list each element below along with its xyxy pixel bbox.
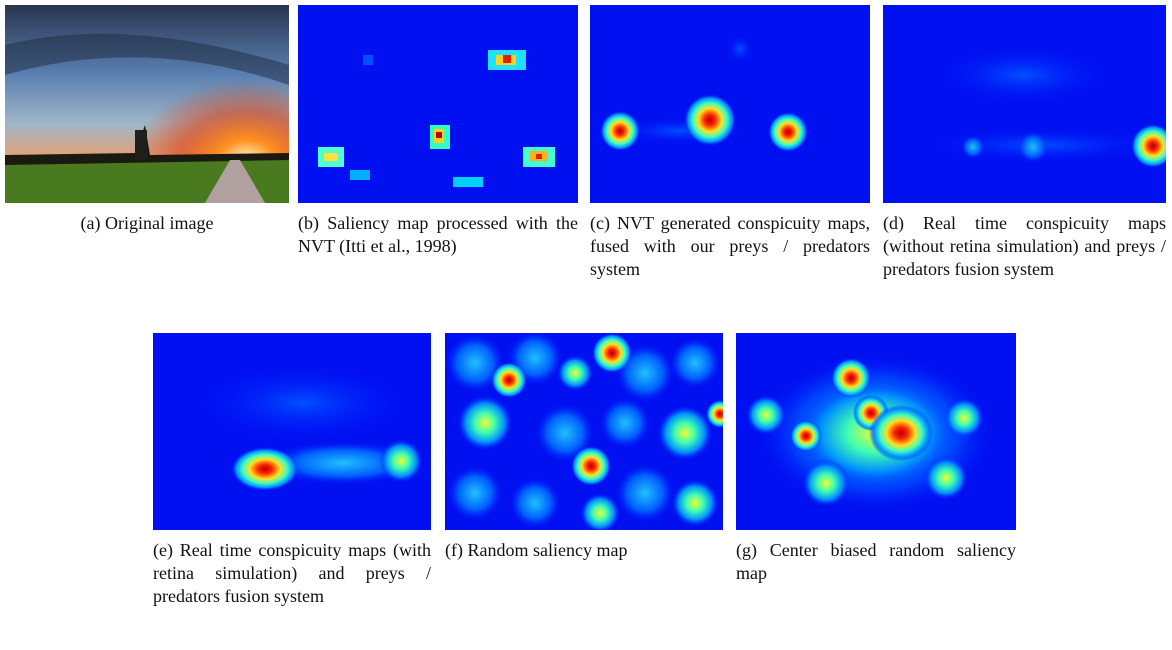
caption: (f) Random saliency map xyxy=(445,539,723,562)
original-image xyxy=(5,5,289,203)
caption: (g) Center biased random saliency map xyxy=(736,539,1016,585)
caption-text: Saliency map processed with the NVT (Itt… xyxy=(298,213,579,256)
panel-e: (e) Real time conspicuity maps (with ret… xyxy=(153,333,431,608)
panel-label: (g) xyxy=(736,540,757,560)
caption-text: NVT generated conspicuity maps, fused wi… xyxy=(590,213,870,279)
saliency-map xyxy=(298,5,578,203)
panel-label: (d) xyxy=(883,213,904,233)
panel-label: (b) xyxy=(298,213,319,233)
panel-g: (g) Center biased random saliency map xyxy=(736,333,1016,585)
caption: (d) Real time conspicuity maps (without … xyxy=(883,212,1166,281)
caption-text: Center biased random saliency map xyxy=(736,540,1016,583)
panel-label: (e) xyxy=(153,540,173,560)
caption: (c) NVT generated conspicuity maps, fuse… xyxy=(590,212,870,281)
random-saliency-map xyxy=(445,333,723,530)
caption-text: Original image xyxy=(105,213,214,233)
panel-b: (b) Saliency map processed with the NVT … xyxy=(298,5,578,258)
panel-label: (f) xyxy=(445,540,463,560)
conspicuity-map xyxy=(153,333,431,530)
caption-text: Random saliency map xyxy=(467,540,628,560)
caption: (a) Original image xyxy=(5,212,289,235)
caption-text: Real time conspicuity maps (with retina … xyxy=(153,540,431,606)
panel-d: (d) Real time conspicuity maps (without … xyxy=(883,5,1166,281)
panel-f: (f) Random saliency map xyxy=(445,333,723,562)
conspicuity-map xyxy=(590,5,870,203)
panel-c: (c) NVT generated conspicuity maps, fuse… xyxy=(590,5,870,281)
panel-label: (c) xyxy=(590,213,610,233)
panel-label: (a) xyxy=(80,213,101,233)
caption: (e) Real time conspicuity maps (with ret… xyxy=(153,539,431,608)
center-biased-map xyxy=(736,333,1016,530)
panel-a: (a) Original image xyxy=(5,5,289,235)
conspicuity-map xyxy=(883,5,1166,203)
caption-text: Real time conspicuity maps (without reti… xyxy=(883,213,1166,279)
caption: (b) Saliency map processed with the NVT … xyxy=(298,212,578,258)
